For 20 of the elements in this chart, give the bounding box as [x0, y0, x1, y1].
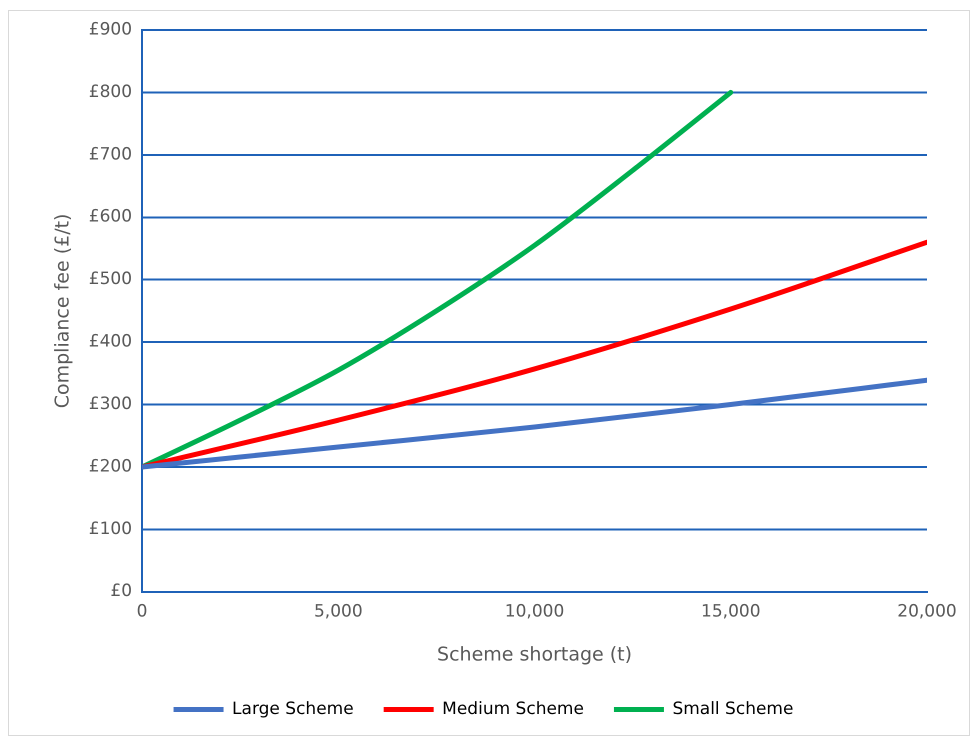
y-tick-label: £700	[88, 144, 132, 164]
x-tick-label: 20,000	[897, 601, 957, 622]
x-tick-label: 5,000	[314, 601, 363, 622]
y-tick-label: £100	[88, 518, 132, 539]
x-tick-label: 10,000	[504, 601, 564, 622]
legend-label: Medium Scheme	[442, 698, 584, 719]
x-axis-title: Scheme shortage (t)	[437, 644, 632, 666]
y-tick-label: £300	[88, 394, 132, 414]
y-tick-label: £200	[88, 456, 132, 476]
y-tick-label: £0	[110, 581, 132, 602]
legend-label: Small Scheme	[672, 698, 794, 719]
y-tick-label: £800	[88, 82, 132, 102]
y-axis-title: Compliance fee (£/t)	[51, 214, 74, 408]
x-tick-label: 0	[136, 601, 148, 622]
y-tick-label: £600	[88, 206, 132, 227]
y-tick-label: £900	[88, 19, 132, 40]
x-tick-label: 15,000	[701, 601, 761, 622]
y-tick-label: £500	[88, 269, 132, 290]
y-tick-label: £400	[88, 332, 132, 352]
legend-label: Large Scheme	[232, 698, 354, 719]
